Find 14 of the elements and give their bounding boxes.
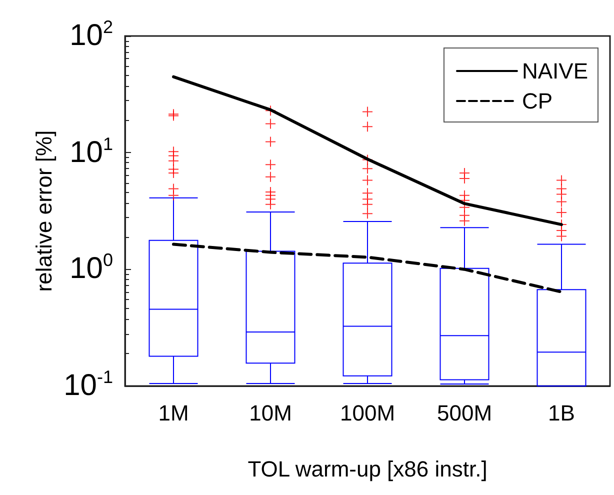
y-tick-label: 10$^{-1}$	[64, 367, 113, 402]
legend-label: NAIVE	[522, 58, 588, 84]
line-series	[172, 242, 563, 294]
legend-label: CP	[522, 88, 553, 114]
y-tick-label: 10$^{0}$	[70, 250, 113, 286]
x-tick-label: 100M	[340, 400, 396, 426]
x-tick-label: 500M	[436, 400, 492, 426]
x-axis-title: TOL warm-up [x86 instr.]	[248, 456, 488, 482]
x-tick-label: 1M	[158, 400, 189, 426]
y-tick-label: 10$^{1}$	[70, 134, 113, 169]
x-tick-label: 10M	[249, 400, 292, 426]
x-tick-label: 1B	[548, 400, 575, 426]
y-tick-label: 10$^{2}$	[70, 17, 113, 52]
y-axis-title: relative error [%]	[32, 130, 56, 292]
